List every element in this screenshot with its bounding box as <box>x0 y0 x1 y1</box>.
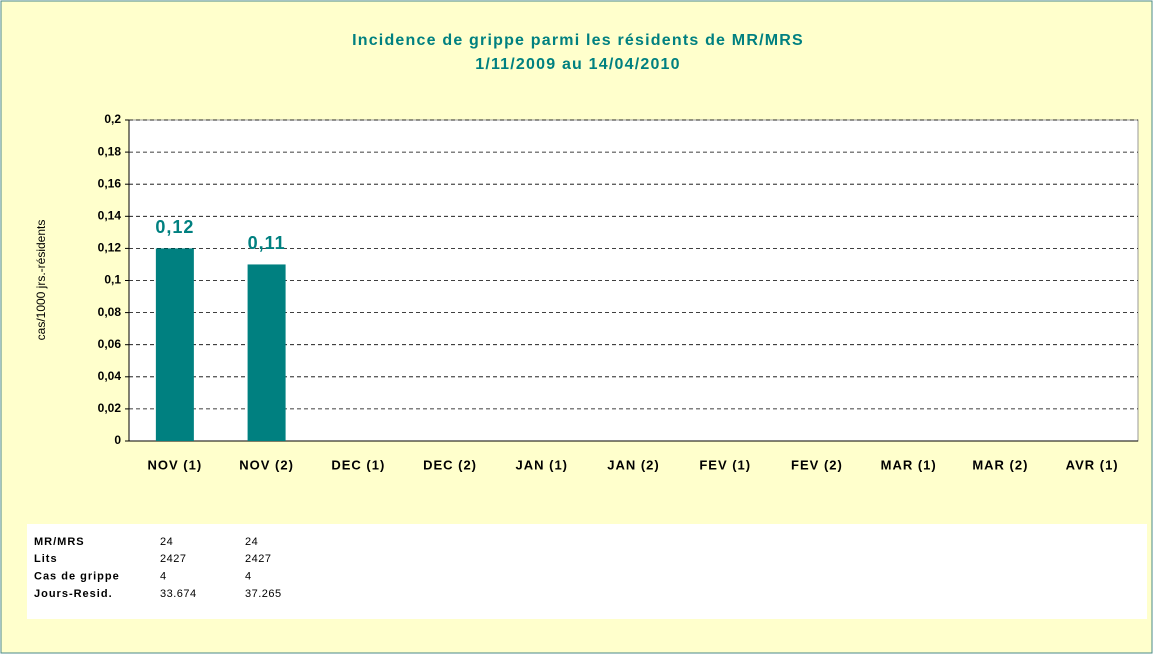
table-row-label: Lits <box>34 553 58 565</box>
x-tick-label: FEV (2) <box>791 457 843 472</box>
bar <box>247 264 286 441</box>
y-tick-label: 0 <box>114 433 121 447</box>
table-cell: 2427 <box>160 553 186 565</box>
x-tick-label: NOV (1) <box>148 457 203 472</box>
y-tick-label: 0,14 <box>98 208 122 222</box>
y-tick-label: 0,12 <box>98 241 122 255</box>
table-cell: 37.265 <box>245 588 282 600</box>
table-cell: 4 <box>245 571 252 583</box>
y-tick-label: 0,16 <box>98 176 122 190</box>
value-label: 0,12 <box>155 217 194 237</box>
table-row-label: Cas de grippe <box>34 571 120 583</box>
y-axis-label: cas/1000 jrs.-résidents <box>34 220 48 341</box>
y-tick-label: 0,08 <box>98 305 122 319</box>
chart-subtitle: 1/11/2009 au 14/04/2010 <box>475 56 681 73</box>
x-tick-label: JAN (2) <box>607 457 660 472</box>
bar <box>155 248 194 441</box>
x-tick-label: MAR (2) <box>972 457 1028 472</box>
y-tick-label: 0,1 <box>104 273 121 287</box>
x-tick-label: NOV (2) <box>239 457 294 472</box>
x-tick-label: FEV (1) <box>699 457 751 472</box>
y-tick-label: 0,18 <box>98 144 122 158</box>
x-tick-label: AVR (1) <box>1066 457 1119 472</box>
x-tick-label: JAN (1) <box>516 457 569 472</box>
y-tick-label: 0,02 <box>98 401 122 415</box>
table-cell: 4 <box>160 571 167 583</box>
x-tick-label: DEC (1) <box>331 457 385 472</box>
y-tick-label: 0,06 <box>98 337 122 351</box>
chart-title: Incidence de grippe parmi les résidents … <box>352 32 804 49</box>
table-row-label: Jours-Resid. <box>34 588 113 600</box>
x-tick-label: DEC (2) <box>423 457 477 472</box>
table-cell: 24 <box>160 536 173 548</box>
y-tick-label: 0,04 <box>98 369 122 383</box>
table-cell: 33.674 <box>160 588 197 600</box>
value-label: 0,11 <box>248 233 286 253</box>
data-table-box <box>27 524 1147 619</box>
y-tick-label: 0,2 <box>104 112 121 126</box>
table-row-label: MR/MRS <box>34 536 85 548</box>
x-tick-label: MAR (1) <box>881 457 937 472</box>
table-cell: 24 <box>245 536 258 548</box>
table-cell: 2427 <box>245 553 271 565</box>
